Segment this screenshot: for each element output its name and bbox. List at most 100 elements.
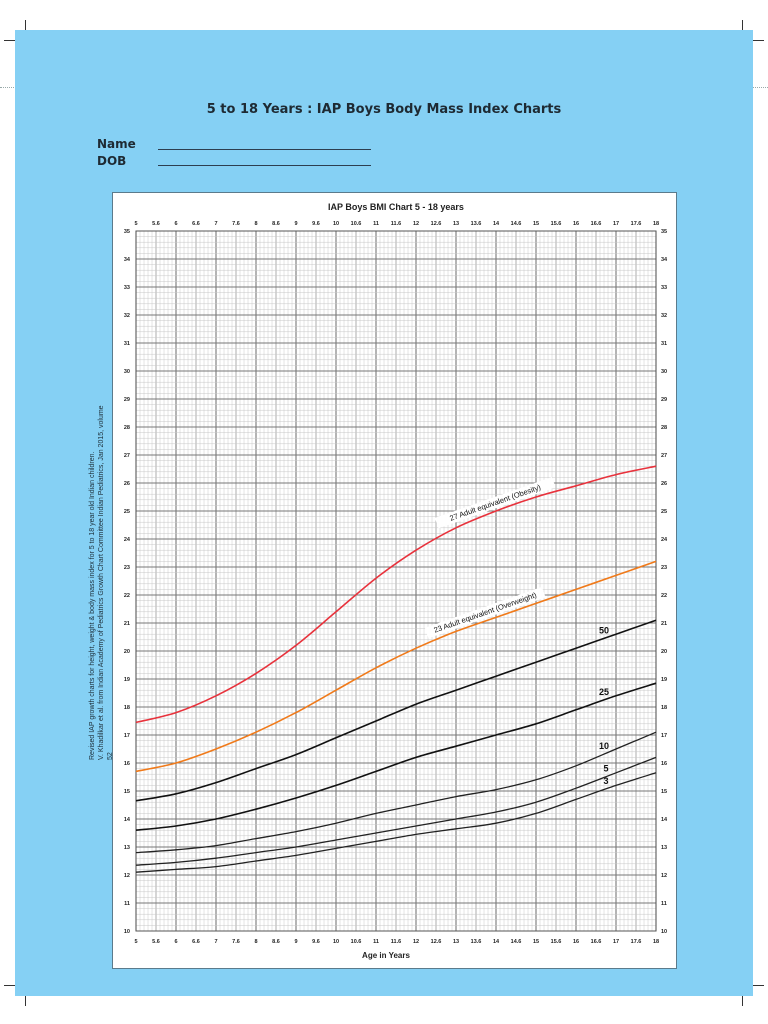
y-tick-label-right: 10 [661,929,667,935]
x-tick-label-bottom: 17 [613,939,619,945]
y-tick-label-left: 34 [124,257,131,263]
y-tick-label-right: 34 [661,257,668,263]
obesity-curve [135,465,657,724]
crop-mark [4,985,15,986]
crop-mark [4,40,15,41]
chart-card: IAP Boys BMI Chart 5 - 18 years 5 5 5.6 5.6 6… [112,192,677,969]
source-note-line1: Revised IAP growth charts for height, we… [89,451,96,760]
y-tick-label-left: 13 [124,845,130,851]
p3-curve [135,772,657,873]
x-tick-label-bottom: 8.6 [272,939,280,945]
x-tick-label-bottom: 7 [214,939,217,945]
x-tick-label-top: 10 [333,221,339,227]
x-tick-label-top: 9.6 [312,221,320,227]
crop-mark [25,20,26,30]
y-tick-label-right: 23 [661,565,667,571]
y-tick-label-right: 12 [661,873,667,879]
y-tick-label-left: 33 [124,285,130,291]
y-tick-label-right: 35 [661,229,667,235]
dob-label: DOB [97,154,127,168]
y-tick-label-left: 18 [124,705,130,711]
x-tick-label-top: 7 [214,221,217,227]
x-tick-label-top: 13.6 [471,221,482,227]
y-tick-label-left: 21 [124,621,130,627]
y-tick-label-left: 24 [124,537,131,543]
name-label: Name [97,137,136,151]
y-tick-label-left: 35 [124,229,130,235]
y-tick-label-right: 20 [661,649,667,655]
page-title: 5 to 18 Years : IAP Boys Body Mass Index… [206,102,562,117]
y-tick-label-right: 27 [661,453,667,459]
y-tick-label-left: 30 [124,369,130,375]
x-tick-label-bottom: 7.6 [232,939,240,945]
x-tick-label-top: 14 [493,221,500,227]
bmi-chart: IAP Boys BMI Chart 5 - 18 years 5 5 5.6 5.6 6… [124,202,668,960]
x-tick-label-bottom: 11.6 [391,939,401,945]
p25-curve [135,682,657,831]
y-tick-label-left: 28 [124,425,130,431]
name-field[interactable] [158,149,371,150]
x-tick-label-top: 16.6 [591,221,602,227]
x-tick-label-top: 7.6 [232,221,240,227]
source-note: Revised IAP growth charts for height, we… [88,400,115,760]
y-tick-label-left: 19 [124,677,130,683]
y-tick-label-left: 29 [124,397,130,403]
p5-curve [135,756,657,866]
y-tick-label-right: 22 [661,593,667,599]
x-tick-label-bottom: 15.6 [551,939,562,945]
x-tick-label-bottom: 17.6 [631,939,642,945]
y-tick-label-right: 21 [661,621,667,627]
label-text: 23 Adult equivalent (Overweight) [433,590,539,634]
x-tick-label-bottom: 9.6 [312,939,320,945]
p3-label: 3 [603,776,608,786]
y-tick-label-left: 31 [124,341,130,347]
y-tick-label-right: 33 [661,285,667,291]
overweight-curve [135,560,657,773]
x-tick-label-bottom: 11 [373,939,379,945]
p25-label: 25 [599,687,609,697]
crop-mark [753,40,764,41]
x-tick-label-top: 14.6 [511,221,522,227]
x-tick-label-bottom: 12.6 [431,939,442,945]
y-tick-label-right: 29 [661,397,667,403]
y-tick-label-left: 23 [124,565,130,571]
x-tick-label-bottom: 14 [493,939,500,945]
crop-mark [25,996,26,1006]
x-tick-label-bottom: 14.6 [511,939,522,945]
x-tick-label-top: 17 [613,221,619,227]
y-tick-label-right: 32 [661,313,667,319]
y-tick-label-left: 25 [124,509,130,515]
x-tick-label-top: 15.6 [551,221,562,227]
x-tick-label-top: 11.6 [391,221,401,227]
chart-title: IAP Boys BMI Chart 5 - 18 years [328,202,464,212]
x-tick-label-bottom: 10 [333,939,339,945]
x-tick-label-top: 8.6 [272,221,280,227]
x-tick-label-bottom: 13.6 [471,939,482,945]
x-tick-label-top: 16 [573,221,579,227]
x-tick-label-top: 17.6 [631,221,642,227]
y-tick-label-right: 19 [661,677,667,683]
p10-curve [135,731,657,854]
x-tick-label-top: 18 [653,221,659,227]
x-tick-label-bottom: 5.6 [152,939,160,945]
y-tick-label-left: 17 [124,733,130,739]
crop-mark [753,985,764,986]
x-tick-label-top: 11 [373,221,379,227]
dob-field[interactable] [158,165,371,166]
y-tick-label-right: 25 [661,509,667,515]
x-tick-label-top: 6.6 [192,221,200,227]
y-tick-label-right: 26 [661,481,667,487]
x-tick-label-bottom: 16.6 [591,939,602,945]
y-tick-label-left: 15 [124,789,130,795]
y-tick-label-right: 15 [661,789,667,795]
x-tick-label-top: 13 [453,221,459,227]
x-tick-label-top: 12 [413,221,419,227]
x-axis-label: Age in Years [362,951,410,960]
y-tick-label-left: 12 [124,873,130,879]
y-tick-label-right: 16 [661,761,667,767]
x-tick-label-top: 5 [134,221,137,227]
p10-label: 10 [599,741,609,751]
y-tick-label-left: 14 [124,817,131,823]
y-tick-label-left: 11 [124,901,130,907]
y-tick-label-right: 18 [661,705,667,711]
